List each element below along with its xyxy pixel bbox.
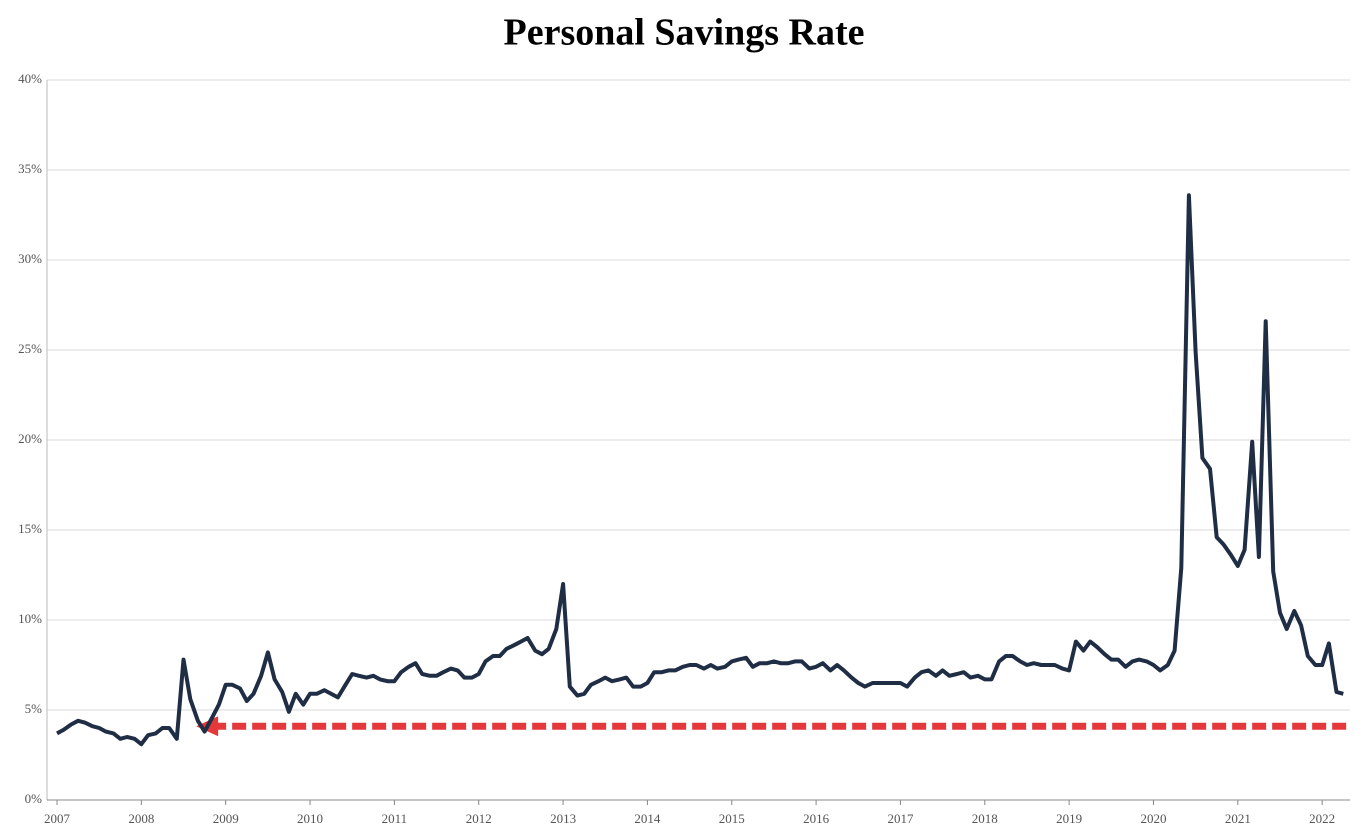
y-tick-label: 30%	[18, 251, 42, 266]
x-tick-label: 2008	[128, 811, 154, 826]
x-tick-label: 2021	[1225, 811, 1251, 826]
x-tick-label: 2019	[1056, 811, 1082, 826]
x-tick-label: 2016	[803, 811, 830, 826]
x-tick-label: 2020	[1140, 811, 1166, 826]
y-tick-label: 10%	[18, 611, 42, 626]
y-tick-label: 15%	[18, 521, 42, 536]
x-tick-label: 2017	[887, 811, 914, 826]
x-tick-label: 2014	[634, 811, 661, 826]
y-tick-label: 5%	[25, 701, 43, 716]
x-tick-label: 2022	[1309, 811, 1335, 826]
y-tick-label: 20%	[18, 431, 42, 446]
x-tick-label: 2018	[972, 811, 998, 826]
x-tick-label: 2011	[382, 811, 408, 826]
y-tick-label: 35%	[18, 161, 42, 176]
y-tick-label: 40%	[18, 71, 42, 86]
x-tick-label: 2013	[550, 811, 576, 826]
x-tick-label: 2010	[297, 811, 323, 826]
y-tick-label: 25%	[18, 341, 42, 356]
x-tick-label: 2007	[44, 811, 71, 826]
x-tick-label: 2015	[719, 811, 745, 826]
y-tick-label: 0%	[25, 791, 43, 806]
chart-title: Personal Savings Rate	[504, 12, 865, 54]
savings-rate-line	[56, 193, 1344, 747]
x-tick-label: 2012	[466, 811, 492, 826]
x-tick-label: 2009	[213, 811, 239, 826]
